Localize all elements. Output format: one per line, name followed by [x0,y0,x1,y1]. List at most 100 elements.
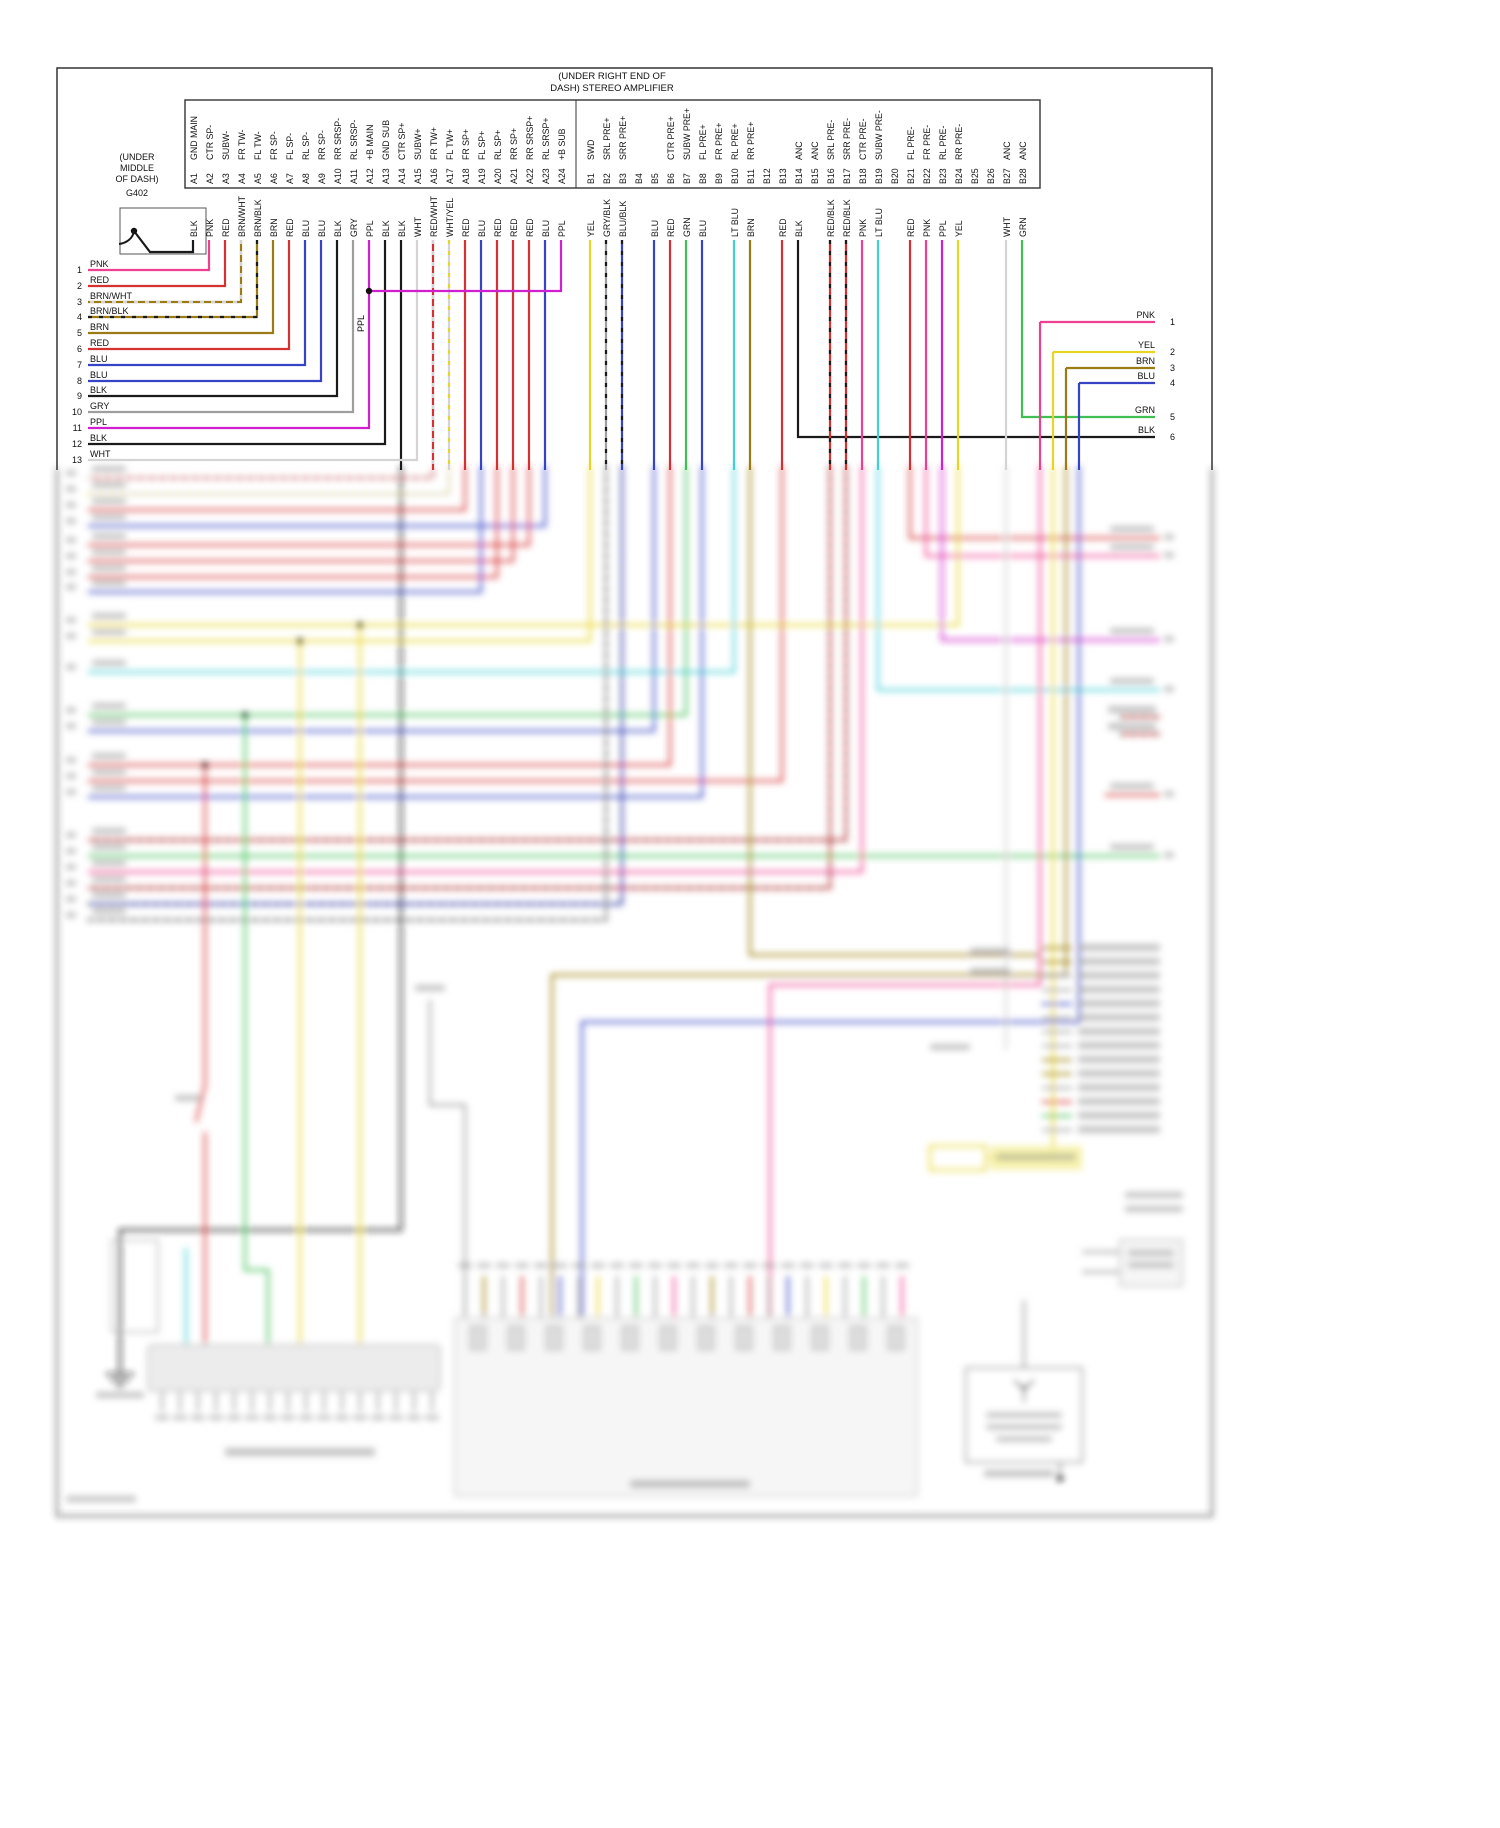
blurred-text [1078,1098,1160,1105]
blurred-text [92,498,126,504]
pin-signal-A24: +B SUB [557,128,567,160]
wire-A4 [88,240,243,304]
blurred-text [1078,1042,1160,1049]
blurred-text [155,1415,169,1420]
blurred-text [724,1263,738,1268]
blurred-text [819,1263,833,1268]
pin-number-B18: B18 [858,168,868,184]
pin-signal-A4: FR TW- [237,129,247,160]
left-row-number-7: 7 [77,360,82,370]
splice-dot [241,711,249,719]
pin-number-A7: A7 [285,173,295,184]
pin-signal-B1: SWD [586,139,596,160]
blur-wire-31 [550,466,1068,1318]
blurred-text [1078,1126,1160,1133]
pin-number-B26: B26 [986,168,996,184]
blurred-text [66,518,76,524]
pin-wirecolor-B21: RED [906,218,916,237]
pin-wirecolor-A20: RED [493,218,503,237]
pin-signal-A13: GND SUB [381,120,391,160]
pin-number-B27: B27 [1002,168,1012,184]
blurred-text [705,1263,719,1268]
blurred-text [477,1263,491,1268]
pin-signal-B9: FR PRE+ [714,123,724,160]
connector-cavity [545,1325,563,1351]
blurred-text [66,1496,136,1502]
pin-wirecolor-B27: WHT [1002,216,1012,237]
pin-wirecolor-A12: PPL [365,220,375,237]
pin-signal-B16: SRL PRE- [826,120,836,160]
pin-wirecolor-A14: BLK [397,220,407,237]
blurred-text [534,1263,548,1268]
pin-signal-A1: GND MAIN [189,116,199,160]
blurred-text [743,1263,757,1268]
blur-wire-1-stripe [88,466,451,496]
blurred-text [591,1263,605,1268]
pin-signal-A23: RL SRSP+ [541,118,551,160]
pin-number-A8: A8 [301,173,311,184]
pin-signal-B24: RR PRE- [954,124,964,160]
left-row-number-11: 11 [73,423,82,433]
pin-number-A15: A15 [413,168,423,184]
blur-wire-5 [88,466,515,563]
right-row-color-5: GRN [1135,405,1155,415]
pin-wirecolor-A24: PPL [557,220,567,237]
blur-wire-12 [88,466,656,733]
blurred-text [96,1392,144,1398]
blurred-text [1078,972,1160,979]
connector-cavity [659,1325,677,1351]
blur-wire-23 [924,466,1160,558]
blurred-text [781,1263,795,1268]
left-row-color-13: WHT [90,449,111,459]
pin-wirecolor-A9: BLU [317,220,327,237]
left-row-color-6: RED [90,338,110,348]
left-row-color-4: BRN/BLK [90,306,129,316]
connector-cavity [849,1325,867,1351]
pin-signal-B18: CTR PRE- [858,118,868,160]
left-row-color-9: BLK [90,385,107,395]
blurred-text [335,1415,349,1420]
blurred-text [800,1263,814,1268]
blurred-text [1078,1112,1160,1119]
pin-wirecolor-A16: RED/WHT [429,195,439,237]
pin-number-B1: B1 [586,173,596,184]
wire-A5-stripe [88,240,259,319]
blurred-text [1110,544,1154,550]
wire-A1 [133,230,195,254]
ppl-splice-label: PPL [356,315,366,332]
pin-signal-B15: ANC [810,141,820,160]
blurred-text [175,1095,201,1101]
blurred-lower-region [56,466,1213,1517]
blurred-text [1078,1028,1160,1035]
splice-dot [365,287,373,295]
blur-wire-25 [876,466,1160,692]
blurred-text [66,617,76,623]
g402-line1: (UNDER [120,152,155,162]
connector-cavity [469,1325,487,1351]
wire-A8 [88,240,307,367]
blur-wire-8 [88,466,960,627]
left-row-number-8: 8 [77,376,82,386]
left-row-color-3: BRN/WHT [90,291,132,301]
diagram-border [56,67,1213,470]
blurred-text [66,864,76,870]
blurred-text [245,1415,259,1420]
blurred-text [610,1263,624,1268]
wire-A12 [88,240,371,430]
blurred-text [1078,986,1160,993]
pin-wirecolor-B6: RED [666,218,676,237]
splice-dot [356,621,364,629]
pin-signal-A18: FR SP+ [461,129,471,160]
pin-wirecolor-B2: GRY/BLK [602,199,612,237]
left-row-color-8: BLU [90,370,108,380]
blurred-text [1110,844,1154,850]
blurred-text [92,753,126,759]
blurred-text [66,502,76,508]
pin-number-A6: A6 [269,173,279,184]
blurred-text [281,1415,295,1420]
pin-number-A14: A14 [397,168,407,184]
blur-wire-10 [88,466,736,674]
pin-number-A20: A20 [493,168,503,184]
right-row-color-1: PNK [1136,310,1155,320]
